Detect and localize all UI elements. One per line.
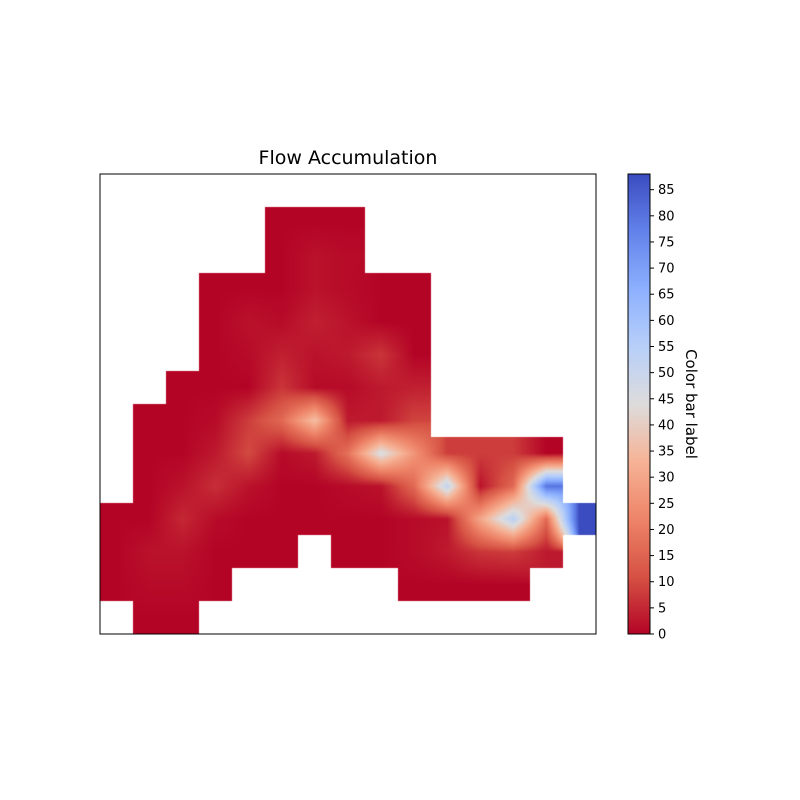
plot-area: [99, 173, 597, 635]
colorbar-tick-label: 5: [658, 601, 666, 616]
colorbar: 0 5 10 15 20 25 30 35 40 45 50 55 60 65 70 75 80 85 Color…: [627, 173, 700, 643]
colorbar-ticks: 0 5 10 15 20 25 30 35 40 45 50 55 60 65 70 75 80 85: [650, 183, 675, 643]
colorbar-tick-label: 30: [658, 471, 675, 486]
colorbar-frame: [627, 173, 651, 635]
plot-frame: [99, 173, 597, 635]
colorbar-tick-label: 65: [658, 288, 675, 303]
colorbar-tick-label: 15: [658, 549, 675, 564]
colorbar-tick-label: 55: [658, 340, 675, 355]
colorbar-tick-label: 10: [658, 575, 675, 590]
chart-title: Flow Accumulation: [259, 147, 438, 169]
colorbar-tick-label: 60: [658, 314, 675, 329]
colorbar-tick-label: 20: [658, 523, 675, 538]
colorbar-label: Color bar label: [682, 349, 700, 459]
colorbar-gradient: [628, 174, 650, 634]
heatmap-image: [100, 174, 596, 634]
colorbar-tick-label: 50: [658, 366, 675, 381]
colorbar-tick-label: 45: [658, 392, 675, 407]
colorbar-tick-label: 40: [658, 418, 675, 433]
colorbar-tick-label: 80: [658, 209, 675, 224]
colorbar-tick-label: 0: [658, 628, 666, 643]
colorbar-tick-label: 75: [658, 235, 675, 250]
colorbar-tick-label: 85: [658, 183, 675, 198]
colorbar-tick-label: 70: [658, 262, 675, 277]
colorbar-tick-label: 35: [658, 445, 675, 460]
colorbar-tick-label: 25: [658, 497, 675, 512]
